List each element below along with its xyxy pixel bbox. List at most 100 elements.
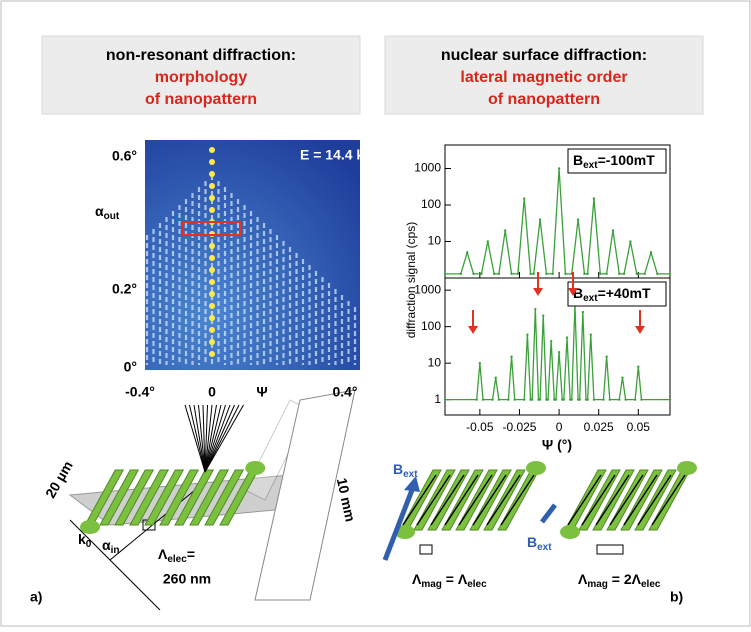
text: Λ <box>578 571 588 587</box>
signal-point <box>618 398 621 401</box>
signal-point <box>589 333 592 336</box>
signal-point <box>656 272 659 276</box>
signal-point <box>526 333 529 336</box>
signal-point <box>554 398 558 401</box>
subscript: ext <box>583 160 598 171</box>
text: =-100mT <box>598 152 656 168</box>
signal-point <box>492 272 496 276</box>
signal-point <box>622 272 626 276</box>
peak-dot <box>209 351 215 357</box>
signal-point <box>643 272 646 276</box>
bext-arrow <box>382 489 415 561</box>
spin-arrow <box>623 474 658 526</box>
signal-point <box>624 398 627 401</box>
signal-point <box>551 272 554 276</box>
signal-point <box>605 272 608 276</box>
beam <box>69 519 161 611</box>
fan-ray <box>198 404 206 473</box>
x-label: 0.4° <box>332 384 357 400</box>
peak-dot <box>209 315 215 321</box>
signal-point <box>545 272 548 276</box>
signal-point <box>513 398 516 401</box>
signal-point <box>510 272 513 276</box>
y-title: diffraction signal (cps) <box>404 222 418 339</box>
signal-point <box>465 251 469 254</box>
label: k0 <box>78 531 92 550</box>
signal-point <box>608 398 611 401</box>
label: αin <box>102 537 120 556</box>
text: B <box>573 285 583 301</box>
signal-point <box>475 398 478 401</box>
signal-point <box>576 218 580 221</box>
peak-dot <box>209 255 215 261</box>
label: Λmag = Λelec <box>412 571 487 590</box>
x-tick-label: -0.05 <box>466 420 494 434</box>
spin-arrow <box>458 474 493 526</box>
signal-point <box>611 229 615 232</box>
signal-point <box>523 398 526 401</box>
signal-point <box>633 398 637 401</box>
header-box <box>384 35 704 115</box>
pad <box>245 461 266 475</box>
signal-point <box>497 398 501 401</box>
signal-point <box>480 272 483 276</box>
nano-bar <box>174 469 215 526</box>
y-tick-label: 1 <box>434 392 441 406</box>
peak-dot <box>209 279 215 285</box>
text: α <box>102 537 111 553</box>
signal-point <box>507 398 510 401</box>
signal-point <box>629 240 632 243</box>
subscript: elec <box>641 579 661 590</box>
spin-arrow <box>595 474 630 526</box>
signal-point <box>586 398 589 401</box>
fan-ray <box>202 404 206 473</box>
spin-arrow <box>637 474 672 526</box>
period-label: 260 nm <box>163 571 211 587</box>
y-tick-label: 100 <box>421 197 441 211</box>
peak-dot <box>209 207 215 213</box>
red-arrow-head <box>468 326 478 334</box>
header: of nanopattern <box>488 91 600 108</box>
fan-ray <box>204 404 208 473</box>
subscript: ext <box>583 293 598 304</box>
y-tick-label: 10 <box>428 355 442 369</box>
signal-point <box>491 398 494 401</box>
x-tick-label: 0.025 <box>584 420 614 434</box>
spin-arrow <box>500 474 535 526</box>
signal-point <box>637 365 640 368</box>
signal-point <box>586 272 589 276</box>
signal-point <box>494 376 497 379</box>
signal-point <box>538 398 542 401</box>
header: non-resonant diffraction: <box>106 47 296 64</box>
signal-point <box>459 272 463 276</box>
signal-point <box>564 272 567 276</box>
layout <box>68 389 356 611</box>
signal-point <box>557 350 561 354</box>
subscript: elec <box>167 554 187 565</box>
bext-arrow <box>540 503 557 524</box>
peak-dot <box>209 243 215 249</box>
peak-dot <box>209 303 215 309</box>
signal-point <box>510 355 513 358</box>
subscript: in <box>111 545 120 556</box>
subscript: elec <box>467 579 487 590</box>
nanostructures <box>80 404 697 561</box>
signal-point <box>529 272 532 276</box>
spin-arrow <box>609 474 644 526</box>
text: B <box>573 152 583 168</box>
signal-point <box>538 218 542 221</box>
label: Λmag = 2Λelec <box>578 571 661 590</box>
text: = Λ <box>442 571 468 587</box>
signal-point <box>621 376 624 379</box>
signal-point <box>516 272 520 276</box>
signal-point <box>602 398 605 401</box>
text: k <box>78 531 86 547</box>
nano-bar <box>159 469 200 526</box>
fan-ray <box>204 404 235 473</box>
text: = 2Λ <box>608 571 642 587</box>
signal-point <box>649 251 653 254</box>
fan-ray <box>184 404 206 473</box>
spin-arrow <box>567 474 602 526</box>
spin-arrow <box>444 474 479 526</box>
panel-tag: a) <box>30 589 42 605</box>
